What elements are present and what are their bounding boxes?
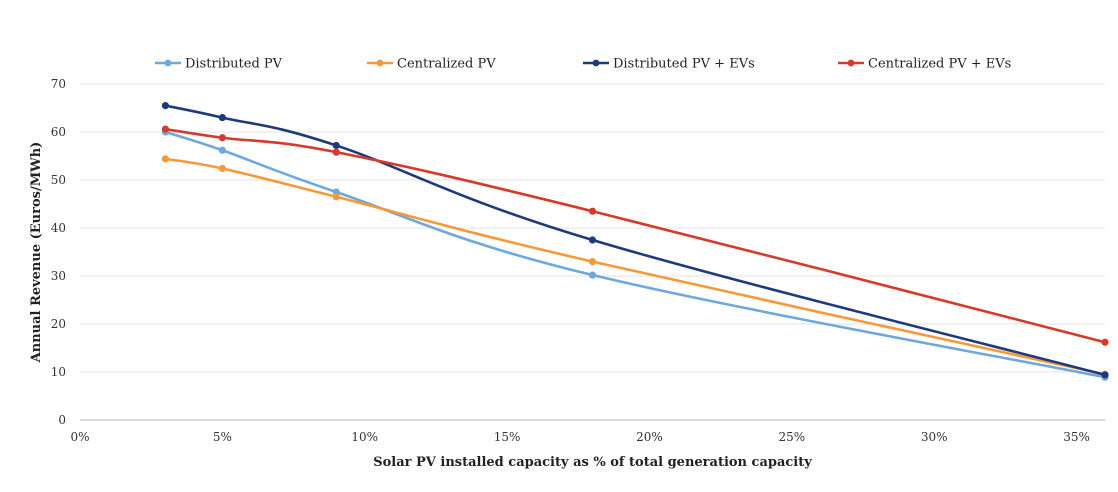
series-centralized-pv <box>161 155 1109 378</box>
y-tick-label: 20 <box>51 317 66 331</box>
series-line-distributed-pv <box>164 130 1107 379</box>
x-tick-label: 15% <box>494 430 521 444</box>
data-point <box>218 164 226 173</box>
data-point <box>588 207 597 215</box>
x-axis-ticks: 0% 5% 10% 15% 20% 25% 30% 35% <box>70 430 1089 444</box>
grid <box>80 83 1105 421</box>
y-tick-label: 70 <box>51 77 66 91</box>
series-line-centralized-pv-evs <box>164 127 1107 344</box>
legend-label: Distributed PV <box>185 57 283 72</box>
x-tick-label: 10% <box>351 430 378 444</box>
x-tick-label: 20% <box>636 430 663 444</box>
x-tick-label: 0% <box>70 430 89 444</box>
legend-item-centralized-pv-evs: Centralized PV + EVs <box>838 57 1011 72</box>
legend-label: Distributed PV + EVs <box>613 57 755 72</box>
x-tick-label: 35% <box>1063 430 1090 444</box>
data-point <box>218 114 226 122</box>
legend-swatch-marker <box>164 59 172 67</box>
legend-item-distributed-pv: Distributed PV <box>155 57 283 72</box>
y-axis-ticks: 0 10 20 30 40 50 60 70 <box>51 77 66 427</box>
series-line-centralized-pv <box>164 157 1107 376</box>
y-tick-label: 50 <box>51 173 66 187</box>
data-point <box>161 155 170 163</box>
legend-swatch-marker <box>592 59 600 67</box>
data-point <box>332 141 340 150</box>
data-point <box>332 148 340 156</box>
data-point <box>161 102 170 110</box>
x-tick-label: 25% <box>778 430 805 444</box>
y-axis-label: Annual Revenue (Euros/MWh) <box>29 142 44 364</box>
legend-item-centralized-pv: Centralized PV <box>367 57 496 72</box>
data-point <box>161 125 170 133</box>
series-group <box>161 102 1109 381</box>
data-point <box>1101 371 1109 379</box>
series-distributed-pv-evs <box>161 102 1109 379</box>
legend-swatch-marker <box>376 59 384 67</box>
data-point <box>1101 338 1109 346</box>
y-tick-label: 10 <box>51 365 66 379</box>
legend-label: Centralized PV + EVs <box>868 57 1011 72</box>
y-tick-label: 30 <box>51 269 66 283</box>
legend-item-distributed-pv-evs: Distributed PV + EVs <box>583 57 755 72</box>
data-point <box>588 258 597 266</box>
y-tick-label: 0 <box>58 413 66 427</box>
y-tick-label: 60 <box>51 125 66 139</box>
data-point <box>332 193 340 201</box>
y-tick-label: 40 <box>51 221 66 235</box>
data-point <box>218 146 226 154</box>
data-point <box>218 134 226 142</box>
x-axis-label: Solar PV installed capacity as % of tota… <box>373 455 812 470</box>
legend-label: Centralized PV <box>397 57 496 72</box>
legend-swatch-marker <box>847 59 855 67</box>
legend: Distributed PV Centralized PV Distributed … <box>155 57 1011 72</box>
x-tick-label: 5% <box>213 430 232 444</box>
data-point <box>588 271 597 279</box>
data-point <box>588 236 597 244</box>
x-tick-label: 30% <box>921 430 948 444</box>
series-centralized-pv-evs <box>161 125 1109 346</box>
